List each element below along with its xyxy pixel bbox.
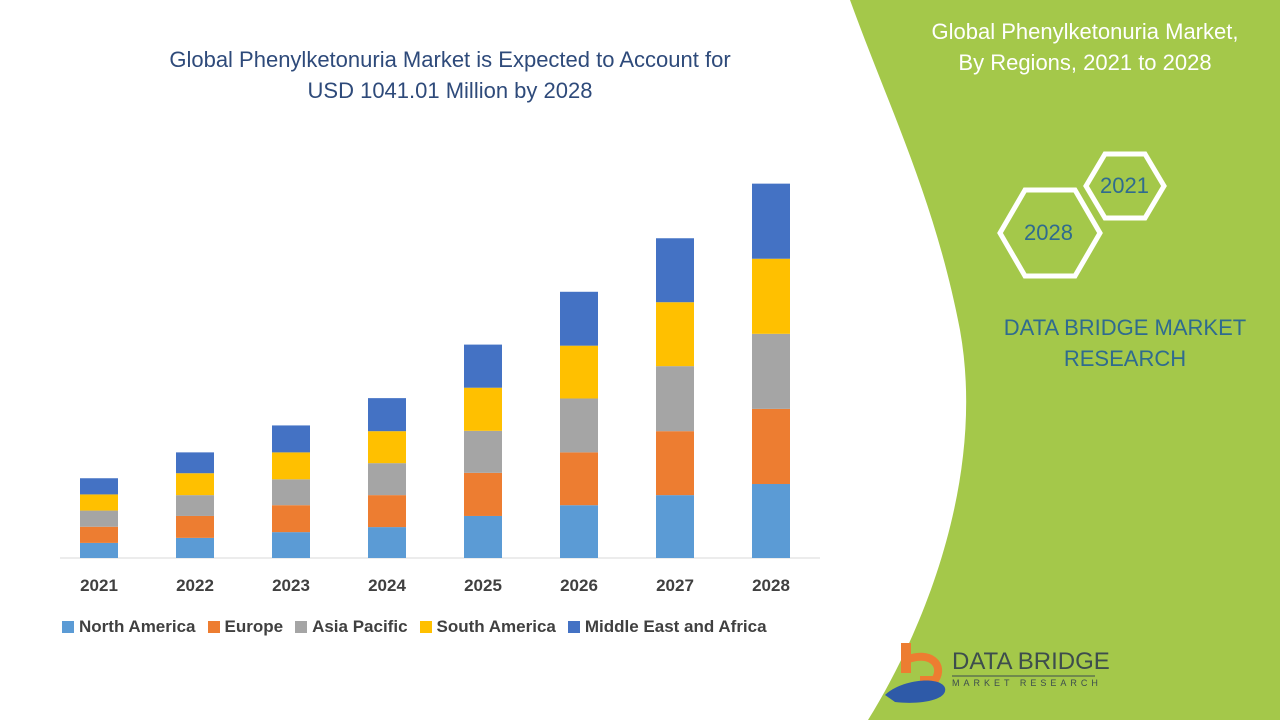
bar-2023-europe xyxy=(272,505,310,533)
bar-2027-north-america xyxy=(656,495,694,558)
legend-item: Asia Pacific xyxy=(295,617,408,637)
hexagon-2028 xyxy=(997,187,1103,279)
bar-2026-europe xyxy=(560,452,598,506)
bar-2023-asia-pacific xyxy=(272,479,310,506)
bar-2026-south-america xyxy=(560,345,598,399)
bar-2028-middle-east-and-africa xyxy=(752,183,790,259)
legend-item: Europe xyxy=(207,617,284,637)
title-line-2: USD 1041.01 Million by 2028 xyxy=(307,78,593,103)
bar-2024-south-america xyxy=(368,431,406,464)
side-title: Global Phenylketonuria Market, By Region… xyxy=(890,16,1280,78)
bar-2024-middle-east-and-africa xyxy=(368,398,406,432)
bar-2027-middle-east-and-africa xyxy=(656,238,694,303)
side-title-line-1: Global Phenylketonuria Market, xyxy=(931,19,1239,44)
bars xyxy=(80,183,790,558)
bar-2025-europe xyxy=(464,472,502,516)
bar-2028-south-america xyxy=(752,258,790,334)
bar-2023-south-america xyxy=(272,452,310,480)
logo-name: DATA BRIDGE xyxy=(952,648,1110,675)
brand-line-2: RESEARCH xyxy=(1063,346,1187,371)
legend-label: Asia Pacific xyxy=(312,617,408,636)
hexagon-2021 xyxy=(1083,151,1167,221)
bar-2028-europe xyxy=(752,408,790,484)
bar-2028-north-america xyxy=(752,483,790,558)
bar-2022-north-america xyxy=(176,537,214,558)
bar-2026-asia-pacific xyxy=(560,398,598,453)
legend-label: Europe xyxy=(224,617,284,636)
bar-2027-south-america xyxy=(656,302,694,367)
legend-swatch xyxy=(207,621,220,633)
x-tick-label: 2022 xyxy=(176,576,214,595)
bar-2021-middle-east-and-africa xyxy=(80,478,118,495)
legend: North America Europe Asia Pacific South Ame… xyxy=(62,617,767,637)
bar-2022-south-america xyxy=(176,473,214,496)
bar-2021-south-america xyxy=(80,494,118,511)
bar-2024-europe xyxy=(368,495,406,528)
side-title-line-2: By Regions, 2021 to 2028 xyxy=(958,50,1212,75)
legend-swatch xyxy=(295,621,308,633)
bar-2022-middle-east-and-africa xyxy=(176,452,214,474)
x-tick-label: 2024 xyxy=(368,576,406,595)
logo-sub: MARKET RESEARCH xyxy=(952,678,1102,688)
legend-swatch xyxy=(567,621,580,633)
legend-label: Middle East and Africa xyxy=(584,617,767,636)
hex-label-end: 2028 xyxy=(1024,220,1073,245)
legend-label: North America xyxy=(79,617,196,636)
x-tick-label: 2028 xyxy=(752,576,790,595)
title-line-1: Global Phenylketonuria Market is Expecte… xyxy=(169,47,731,72)
x-tick-label: 2023 xyxy=(272,576,310,595)
brand-line-1: DATA BRIDGE MARKET xyxy=(1003,315,1247,340)
bar-2022-asia-pacific xyxy=(176,495,214,516)
bar-2022-europe xyxy=(176,515,214,538)
x-tick-label: 2021 xyxy=(80,576,118,595)
bar-2025-middle-east-and-africa xyxy=(464,344,502,388)
bar-2025-north-america xyxy=(464,515,502,558)
bar-2024-asia-pacific xyxy=(368,463,406,496)
bar-2021-asia-pacific xyxy=(80,510,118,527)
bar-2024-north-america xyxy=(368,527,406,558)
green-panel xyxy=(850,0,1280,720)
chart-title: Global Phenylketonuria Market is Expecte… xyxy=(100,44,800,106)
legend-swatch xyxy=(62,621,74,633)
bar-2021-europe xyxy=(80,526,118,543)
bar-2026-north-america xyxy=(560,505,598,558)
bar-2025-south-america xyxy=(464,387,502,431)
bar-2021-north-america xyxy=(80,542,118,558)
brand-text: DATA BRIDGE MARKET RESEARCH xyxy=(985,312,1265,374)
legend-label: South America xyxy=(436,617,556,636)
bar-2027-asia-pacific xyxy=(656,366,694,432)
legend-item: Middle East and Africa xyxy=(567,617,767,637)
bar-2023-middle-east-and-africa xyxy=(272,425,310,453)
hex-label-start: 2021 xyxy=(1100,173,1149,198)
legend-swatch xyxy=(419,621,432,633)
x-tick-label: 2027 xyxy=(656,576,694,595)
x-tick-label: 2025 xyxy=(464,576,502,595)
logo-icon xyxy=(885,643,946,703)
bar-2026-middle-east-and-africa xyxy=(560,291,598,346)
x-tick-label: 2026 xyxy=(560,576,598,595)
legend-item: South America xyxy=(419,617,556,637)
bar-2028-asia-pacific xyxy=(752,333,790,409)
legend-item: North America xyxy=(62,617,196,637)
bar-2027-europe xyxy=(656,431,694,496)
bar-2025-asia-pacific xyxy=(464,430,502,473)
bar-2023-north-america xyxy=(272,532,310,558)
